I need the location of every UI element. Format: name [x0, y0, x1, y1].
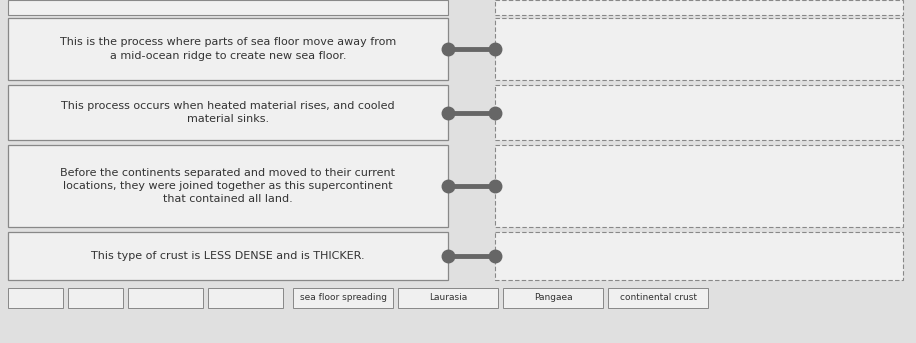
FancyBboxPatch shape [8, 0, 448, 15]
FancyBboxPatch shape [503, 288, 603, 308]
FancyBboxPatch shape [398, 288, 498, 308]
FancyBboxPatch shape [8, 232, 448, 280]
FancyBboxPatch shape [8, 85, 448, 140]
Text: sea floor spreading: sea floor spreading [300, 294, 387, 303]
FancyBboxPatch shape [293, 288, 393, 308]
FancyBboxPatch shape [8, 145, 448, 227]
FancyBboxPatch shape [495, 145, 903, 227]
Text: continental crust: continental crust [619, 294, 696, 303]
FancyBboxPatch shape [8, 18, 448, 80]
Text: Pangaea: Pangaea [534, 294, 572, 303]
Text: This process occurs when heated material rises, and cooled
material sinks.: This process occurs when heated material… [61, 101, 395, 124]
Text: Before the continents separated and moved to their current
locations, they were : Before the continents separated and move… [60, 168, 396, 204]
FancyBboxPatch shape [608, 288, 708, 308]
FancyBboxPatch shape [495, 18, 903, 80]
FancyBboxPatch shape [495, 85, 903, 140]
FancyBboxPatch shape [208, 288, 283, 308]
Text: This is the process where parts of sea floor move away from
a mid-ocean ridge to: This is the process where parts of sea f… [60, 37, 396, 61]
FancyBboxPatch shape [128, 288, 203, 308]
Text: This type of crust is LESS DENSE and is THICKER.: This type of crust is LESS DENSE and is … [92, 251, 365, 261]
FancyBboxPatch shape [8, 288, 63, 308]
FancyBboxPatch shape [68, 288, 123, 308]
FancyBboxPatch shape [495, 232, 903, 280]
Text: Laurasia: Laurasia [429, 294, 467, 303]
FancyBboxPatch shape [495, 0, 903, 15]
